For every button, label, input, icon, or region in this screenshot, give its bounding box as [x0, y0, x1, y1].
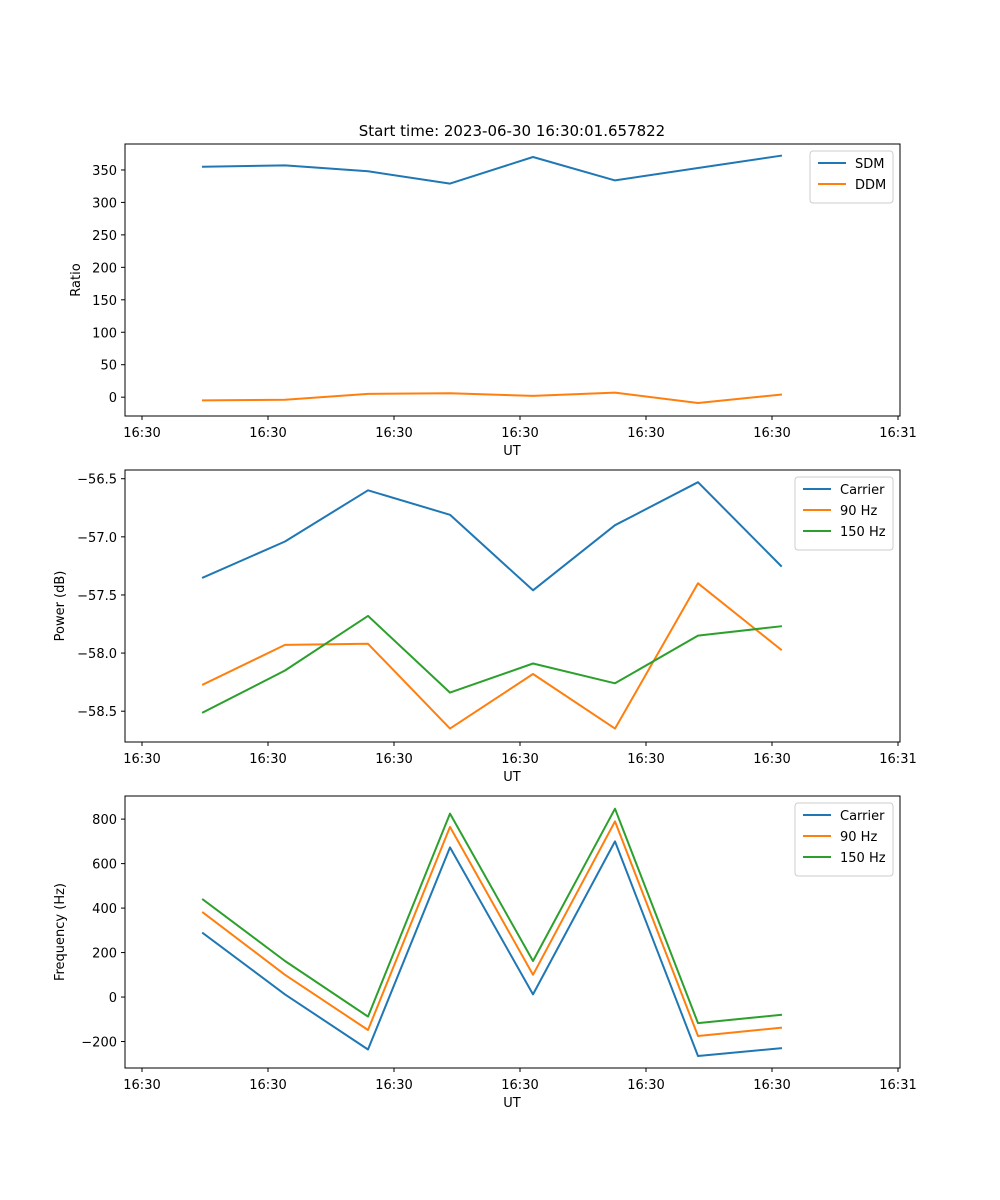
series-line-carrier	[201, 840, 783, 1057]
y-tick-label: −56.5	[77, 473, 117, 488]
y-tick-label: 100	[92, 326, 117, 341]
y-tick-label: 400	[92, 902, 117, 917]
axes-frame	[124, 143, 901, 417]
series-line-150-hz	[201, 807, 783, 1025]
x-tick-label: 16:30	[249, 752, 286, 767]
x-axis-label: UT	[503, 444, 521, 459]
y-tick-label: 350	[92, 164, 117, 179]
y-axis-label: Frequency (Hz)	[53, 883, 68, 981]
legend-label: DDM	[855, 178, 886, 193]
x-tick-label: 16:31	[879, 1078, 916, 1093]
x-tick-label: 16:30	[501, 1078, 538, 1093]
x-tick-label: 16:30	[753, 426, 790, 441]
y-tick-label: 0	[109, 391, 117, 406]
x-tick-label: 16:31	[879, 426, 916, 441]
x-tick-label: 16:31	[879, 752, 916, 767]
x-tick-label: 16:30	[375, 1078, 412, 1093]
x-tick-label: 16:30	[501, 426, 538, 441]
series-line-90-hz	[201, 582, 783, 730]
x-tick-label: 16:30	[123, 752, 160, 767]
legend-label: Carrier	[840, 483, 885, 498]
series-line-sdm	[201, 154, 783, 185]
legend: SDM DDM	[809, 150, 894, 204]
y-tick-label: 200	[92, 261, 117, 276]
axes-frame	[124, 469, 901, 743]
series-line-ddm	[201, 391, 783, 404]
y-tick-label: 200	[92, 947, 117, 962]
x-tick-label: 16:30	[627, 752, 664, 767]
y-tick-label: −57.0	[77, 531, 117, 546]
y-axis-label: Ratio	[69, 263, 84, 296]
y-tick-label: 50	[100, 359, 117, 374]
series-line-150-hz	[201, 614, 783, 714]
chart-panel-1: 0 50 100 150 200 250 300 350 16:30 16:30 16:30 16:3…	[69, 143, 917, 459]
chart-panels: 0 50 100 150 200 250 300 350 16:30 16:30 16:30 16:3…	[53, 143, 917, 1111]
series-line-90-hz	[201, 820, 783, 1037]
y-axis-label: Power (dB)	[53, 571, 68, 642]
x-tick-label: 16:30	[627, 426, 664, 441]
x-axis-label: UT	[503, 1096, 521, 1111]
x-tick-label: 16:30	[249, 1078, 286, 1093]
y-tick-label: −200	[81, 1036, 117, 1051]
y-tick-label: 800	[92, 813, 117, 828]
y-tick-label: −57.5	[77, 589, 117, 604]
y-tick-label: −58.0	[77, 647, 117, 662]
legend: Carrier 90 Hz 150 Hz	[794, 802, 894, 877]
axes-frame	[124, 795, 901, 1069]
legend-label: SDM	[855, 157, 884, 172]
chart-panel-3: −200 0 200 400 600 800 16:30 16:30 16:30 16:30 16:…	[53, 795, 917, 1111]
y-tick-label: 250	[92, 229, 117, 244]
legend-label: Carrier	[840, 809, 885, 824]
y-tick-label: −58.5	[77, 705, 117, 720]
x-tick-label: 16:30	[249, 426, 286, 441]
x-tick-label: 16:30	[627, 1078, 664, 1093]
figure-title: Start time: 2023-06-30 16:30:01.657822	[359, 122, 665, 140]
y-tick-label: 0	[109, 991, 117, 1006]
x-axis-label: UT	[503, 770, 521, 785]
x-tick-label: 16:30	[375, 426, 412, 441]
y-tick-label: 150	[92, 294, 117, 309]
series-line-carrier	[201, 481, 783, 592]
x-tick-label: 16:30	[753, 1078, 790, 1093]
legend-label: 90 Hz	[840, 504, 877, 519]
legend-label: 150 Hz	[840, 525, 886, 540]
x-tick-label: 16:30	[123, 426, 160, 441]
x-tick-label: 16:30	[501, 752, 538, 767]
legend: Carrier 90 Hz 150 Hz	[794, 476, 894, 551]
legend-label: 150 Hz	[840, 851, 886, 866]
x-tick-label: 16:30	[375, 752, 412, 767]
legend-label: 90 Hz	[840, 830, 877, 845]
y-tick-label: 300	[92, 196, 117, 211]
x-tick-label: 16:30	[123, 1078, 160, 1093]
y-tick-label: 600	[92, 858, 117, 873]
chart-panel-2: −58.5 −58.0 −57.5 −57.0 −56.5 16:30 16:30 16:30…	[53, 469, 917, 785]
x-tick-label: 16:30	[753, 752, 790, 767]
